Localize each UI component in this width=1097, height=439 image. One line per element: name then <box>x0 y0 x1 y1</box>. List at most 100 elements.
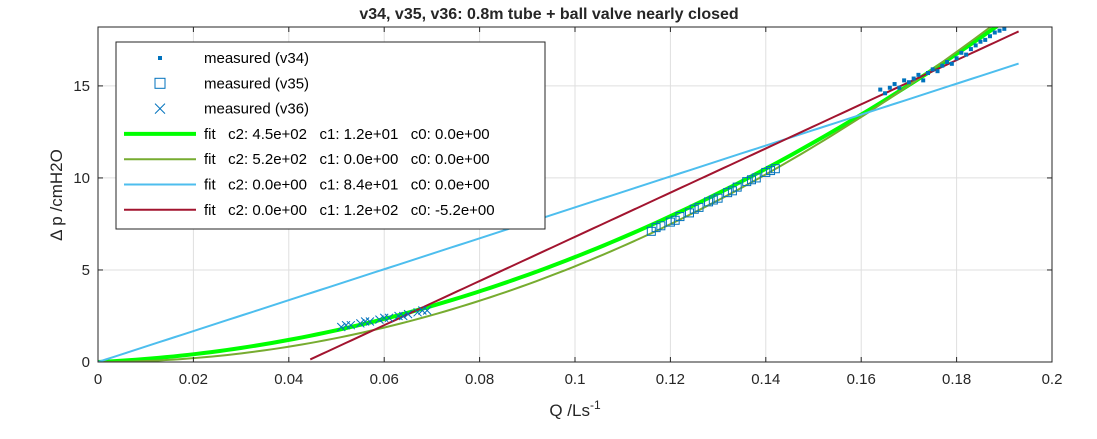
data-point <box>665 217 675 227</box>
data-point <box>670 215 680 225</box>
legend-label: fit c2: 0.0e+00 c1: 1.2e+02 c0: -5.2e+00 <box>204 202 495 219</box>
data-point <box>770 164 780 174</box>
data-point <box>887 85 892 90</box>
data-point <box>742 177 752 187</box>
x-axis-label-superscript: -1 <box>590 398 601 412</box>
data-point <box>355 318 365 328</box>
x-tick-label: 0.08 <box>465 371 494 388</box>
y-tick-label: 5 <box>82 262 90 279</box>
data-point <box>987 34 992 39</box>
x-tick-label: 0.16 <box>847 371 876 388</box>
legend-label: measured (v36) <box>204 101 309 118</box>
legend-item: measured (v35) <box>154 75 309 92</box>
data-point <box>379 313 389 323</box>
data-points <box>336 21 1016 332</box>
data-point <box>154 77 166 89</box>
data-point <box>959 50 964 55</box>
data-point <box>154 103 166 114</box>
data-point <box>751 173 761 183</box>
data-point <box>704 197 714 207</box>
data-point <box>878 87 883 92</box>
legend-label: fit c2: 5.2e+02 c1: 0.0e+00 c0: 0.0e+00 <box>204 151 490 168</box>
data-point <box>403 309 413 319</box>
y-tick-label: 0 <box>82 354 90 371</box>
legend-label: measured (v35) <box>204 75 309 92</box>
data-point <box>906 80 911 85</box>
y-tick-label: 15 <box>73 78 90 95</box>
fit-line <box>98 27 993 362</box>
data-point <box>911 76 916 81</box>
data-point <box>689 204 699 214</box>
legend: measured (v34) measured (v35) measured (v3… <box>115 41 546 230</box>
legend-label: fit c2: 4.5e+02 c1: 1.2e+01 c0: 0.0e+00 <box>204 126 490 143</box>
legend-item: measured (v34) <box>158 50 309 67</box>
y-axis-label: Δ p /cmH2O <box>47 149 66 241</box>
data-point <box>766 166 776 176</box>
legend-label: measured (v34) <box>204 50 309 67</box>
y-tick-label: 10 <box>73 170 90 187</box>
data-point <box>418 306 427 315</box>
x-tick-label: 0.12 <box>656 371 685 388</box>
data-point <box>158 56 162 60</box>
data-point <box>968 47 973 52</box>
legend-label: fit c2: 0.0e+00 c1: 8.4e+01 c0: 0.0e+00 <box>204 177 490 194</box>
data-point <box>723 188 733 198</box>
data-point <box>930 67 935 72</box>
x-tick-label: 0.1 <box>565 371 586 388</box>
data-point <box>940 63 945 68</box>
data-point <box>1002 27 1007 31</box>
data-point <box>935 69 940 74</box>
fit-line <box>98 27 1000 362</box>
data-point <box>761 167 771 177</box>
data-point <box>992 30 997 35</box>
data-point <box>945 59 950 64</box>
x-axis-label: Q /Ls-1 <box>549 398 601 420</box>
fit-lines <box>98 27 1020 362</box>
data-point <box>892 82 897 87</box>
fit-line <box>98 62 1019 362</box>
x-axis-ticks: 0 0.02 0.04 0.06 0.08 0.1 0.12 0.14 0.16 0.18 0.2 <box>94 27 1063 388</box>
data-point <box>713 193 723 203</box>
data-point <box>921 78 926 83</box>
legend-item: fit c2: 4.5e+02 c1: 1.2e+01 c0: 0.0e+00 <box>124 126 490 143</box>
legend-item: measured (v36) <box>154 101 309 118</box>
y-axis-ticks: 0 5 10 15 <box>73 78 1052 371</box>
x-axis-label-text: Q /Ls <box>549 401 590 420</box>
x-tick-label: 0 <box>94 371 102 388</box>
data-point <box>398 311 408 321</box>
data-point <box>949 61 954 66</box>
data-point <box>708 195 718 205</box>
x-tick-label: 0.18 <box>942 371 971 388</box>
data-point <box>925 71 930 76</box>
data-point <box>694 202 704 212</box>
x-tick-label: 0.2 <box>1042 371 1063 388</box>
x-tick-label: 0.04 <box>274 371 303 388</box>
data-point <box>413 307 422 317</box>
data-point <box>651 223 661 233</box>
legend-item: fit c2: 0.0e+00 c1: 8.4e+01 c0: 0.0e+00 <box>124 177 490 194</box>
legend-item: fit c2: 5.2e+02 c1: 0.0e+00 c0: 0.0e+00 <box>124 151 490 168</box>
data-point <box>727 186 737 196</box>
data-point <box>656 221 666 231</box>
chart-title: v34, v35, v36: 0.8m tube + ball valve ne… <box>359 6 738 23</box>
data-point <box>964 52 969 57</box>
data-point <box>978 39 983 44</box>
data-point <box>746 175 756 185</box>
x-tick-label: 0.14 <box>751 371 780 388</box>
data-point <box>375 315 384 325</box>
data-point <box>336 322 346 332</box>
data-point <box>897 85 902 90</box>
data-point <box>954 56 959 61</box>
data-point <box>973 43 978 48</box>
x-tick-label: 0.06 <box>370 371 399 388</box>
data-point <box>883 91 888 96</box>
data-point <box>983 37 988 42</box>
data-point <box>360 317 370 326</box>
data-point <box>341 320 351 330</box>
data-point <box>902 78 907 83</box>
data-point <box>997 28 1002 33</box>
data-point <box>1012 21 1016 25</box>
legend-item: fit c2: 0.0e+00 c1: 1.2e+02 c0: -5.2e+00 <box>124 202 495 219</box>
data-point <box>916 72 921 77</box>
